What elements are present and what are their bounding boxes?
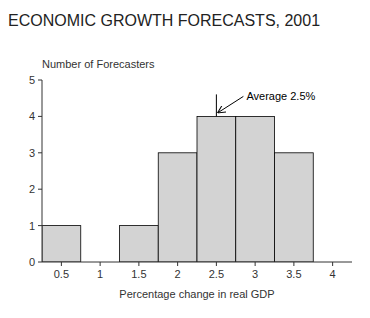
x-tick bbox=[100, 262, 101, 266]
x-tick bbox=[293, 262, 294, 266]
bars bbox=[42, 116, 313, 262]
y-tick bbox=[38, 80, 42, 81]
x-tick bbox=[177, 262, 178, 266]
x-tick-label: 3 bbox=[252, 268, 258, 280]
y-tick bbox=[38, 116, 42, 117]
annotation-line bbox=[216, 94, 217, 116]
x-tick bbox=[332, 262, 333, 266]
annotation-arrow bbox=[218, 96, 243, 112]
y-tick-label: 0 bbox=[29, 256, 35, 268]
x-tick-label: 1 bbox=[97, 268, 103, 280]
x-tick bbox=[216, 262, 217, 266]
bar bbox=[158, 153, 197, 262]
y-tick bbox=[38, 152, 42, 153]
x-label: Percentage change in real GDP bbox=[119, 288, 274, 300]
x-tick-label: 4 bbox=[330, 268, 336, 280]
x-tick-label: 2.5 bbox=[209, 268, 224, 280]
y-tick-label: 1 bbox=[29, 220, 35, 232]
y-tick bbox=[38, 262, 42, 263]
y-tick-label: 5 bbox=[29, 74, 35, 86]
chart: ECONOMIC GROWTH FORECASTS, 2001 Number of… bbox=[0, 0, 370, 318]
y-axis bbox=[42, 80, 43, 262]
x-tick bbox=[61, 262, 62, 266]
x-tick-label: 0.5 bbox=[54, 268, 69, 280]
bar bbox=[275, 153, 314, 262]
y-tick bbox=[38, 225, 42, 226]
annotation: Average 2.5% bbox=[246, 90, 315, 102]
y-tick-label: 3 bbox=[29, 147, 35, 159]
y-label: Number of Forecasters bbox=[42, 58, 155, 70]
bar bbox=[120, 226, 159, 262]
x-tick-label: 1.5 bbox=[131, 268, 146, 280]
x-axis bbox=[42, 262, 352, 263]
x-tick-label: 3.5 bbox=[286, 268, 301, 280]
bar bbox=[197, 116, 236, 262]
bar bbox=[236, 116, 275, 262]
y-tick bbox=[38, 189, 42, 190]
x-tick bbox=[255, 262, 256, 266]
y-tick-label: 4 bbox=[29, 110, 35, 122]
x-tick-label: 2 bbox=[175, 268, 181, 280]
x-tick bbox=[138, 262, 139, 266]
y-tick-label: 2 bbox=[29, 183, 35, 195]
title: ECONOMIC GROWTH FORECASTS, 2001 bbox=[8, 12, 320, 29]
bar bbox=[42, 226, 81, 262]
